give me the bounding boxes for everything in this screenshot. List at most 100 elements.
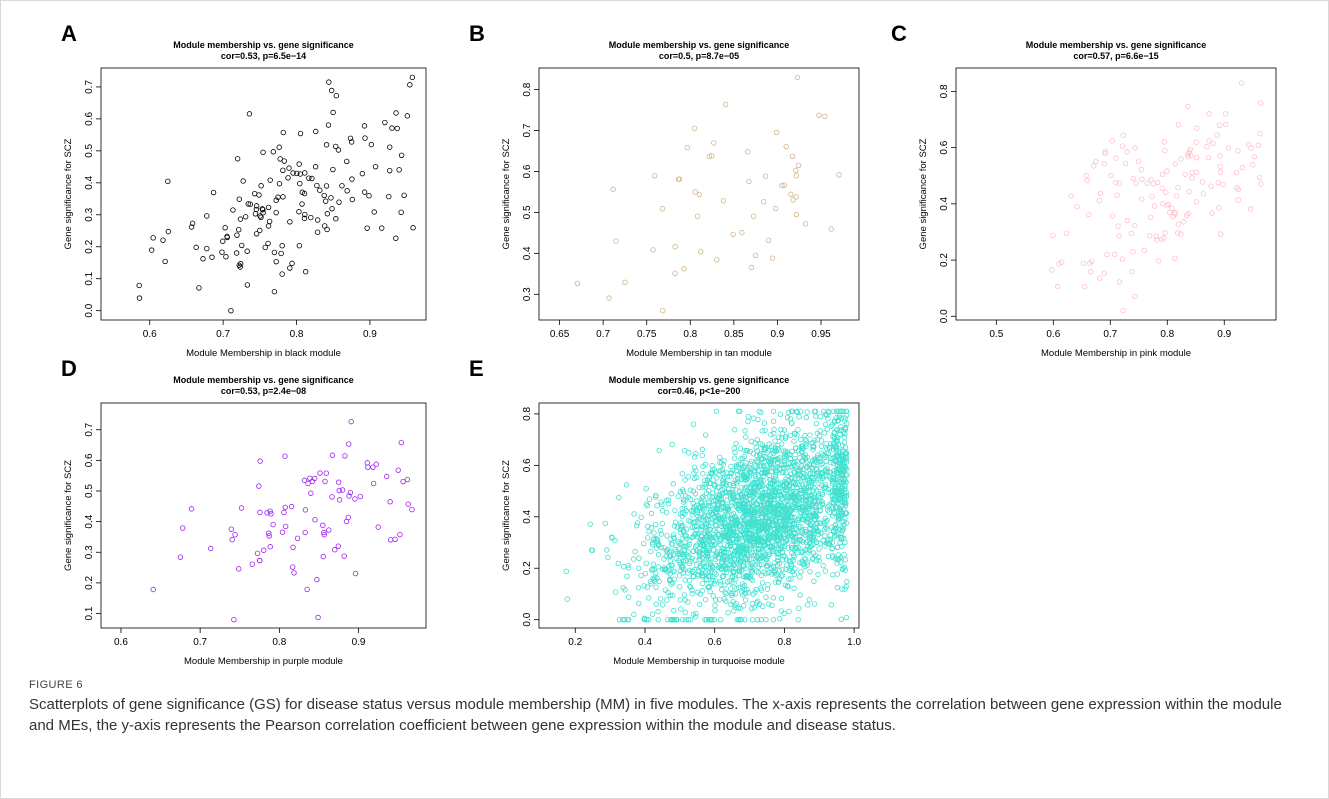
scatter-point bbox=[249, 561, 255, 567]
scatter-point bbox=[362, 135, 368, 141]
y-tick-label: 0.8 bbox=[522, 407, 533, 421]
scatter-point bbox=[330, 109, 336, 116]
scatter-point bbox=[841, 521, 847, 528]
scatter-point bbox=[774, 455, 781, 462]
scatter-point bbox=[645, 535, 651, 541]
scatter-point bbox=[708, 580, 714, 586]
scatter-point bbox=[776, 567, 782, 574]
scatter-point bbox=[734, 529, 740, 536]
scatter-point bbox=[204, 213, 210, 219]
scatter-point bbox=[670, 481, 676, 487]
scatter-point bbox=[322, 198, 329, 204]
scatter-point bbox=[693, 610, 699, 617]
scatter-point bbox=[812, 513, 818, 520]
scatter-point bbox=[759, 546, 766, 552]
scatter-point bbox=[838, 408, 845, 415]
scatter-point bbox=[742, 530, 748, 537]
y-tick-label: 0.4 bbox=[84, 175, 95, 189]
scatter-point bbox=[1093, 158, 1099, 165]
scatter-point bbox=[824, 517, 830, 523]
scatter-point bbox=[667, 558, 674, 564]
scatter-point bbox=[646, 496, 653, 502]
scatter-point bbox=[757, 585, 764, 591]
plot-frame bbox=[538, 67, 860, 321]
scatter-point bbox=[312, 517, 318, 523]
scatter-point bbox=[643, 486, 649, 492]
scatter-point bbox=[379, 225, 385, 231]
scatter-point bbox=[748, 552, 754, 558]
scatter-point bbox=[1185, 103, 1191, 110]
scatter-point bbox=[587, 521, 593, 527]
scatter-point bbox=[690, 548, 696, 555]
scatter-point bbox=[731, 549, 738, 555]
scatter-point bbox=[1185, 210, 1192, 217]
scatter-point bbox=[806, 466, 813, 472]
scatter-point bbox=[797, 455, 803, 461]
scatter-point bbox=[803, 414, 809, 421]
scatter-point bbox=[802, 451, 808, 458]
scatter-point bbox=[835, 476, 841, 483]
scatter-point bbox=[695, 571, 702, 578]
scatter-point bbox=[1172, 161, 1179, 167]
scatter-point bbox=[810, 470, 816, 477]
scatter-point bbox=[744, 587, 750, 593]
scatter-point bbox=[1144, 180, 1151, 186]
scatter-point bbox=[842, 477, 848, 483]
scatter-point bbox=[800, 458, 806, 464]
scatter-point bbox=[329, 494, 335, 500]
scatter-point bbox=[828, 226, 834, 232]
scatter-point bbox=[806, 516, 812, 522]
scatter-point bbox=[302, 529, 308, 536]
scatter-point bbox=[1215, 180, 1221, 186]
scatter-point bbox=[1183, 212, 1190, 219]
scatter-point bbox=[1173, 193, 1180, 199]
scatter-point bbox=[706, 153, 713, 160]
scatter-point bbox=[758, 493, 765, 500]
scatter-point bbox=[811, 601, 818, 607]
scatter-point bbox=[1104, 251, 1110, 258]
scatter-point bbox=[825, 553, 832, 560]
scatter-point bbox=[1180, 219, 1187, 225]
scatter-point bbox=[257, 227, 263, 234]
scatter-point bbox=[1159, 200, 1166, 207]
chart-title: Module membership vs. gene significance bbox=[609, 40, 790, 50]
scatter-point bbox=[645, 523, 651, 530]
y-tick-label: 0.2 bbox=[84, 239, 95, 253]
scatter-point bbox=[797, 436, 804, 443]
figure-caption: FIGURE 6 Scatterplots of gene significan… bbox=[29, 679, 1309, 736]
scatter-point bbox=[796, 517, 802, 523]
scatter-point bbox=[668, 491, 674, 497]
scatter-point bbox=[342, 453, 348, 459]
scatter-point bbox=[776, 492, 782, 498]
scatter-point bbox=[829, 493, 836, 499]
scatter-point bbox=[1087, 268, 1094, 275]
scatter-point bbox=[751, 515, 757, 521]
scatter-point bbox=[694, 562, 700, 568]
scatter-point bbox=[759, 580, 766, 586]
scatter-point bbox=[235, 566, 242, 572]
scatter-point bbox=[831, 499, 837, 506]
scatter-point bbox=[1193, 125, 1200, 131]
scatter-point bbox=[711, 481, 717, 488]
scatter-point bbox=[792, 475, 798, 482]
y-tick-label: 0.1 bbox=[84, 606, 95, 620]
y-axis-label: Gene significance for SCZ bbox=[63, 138, 74, 249]
scatter-point bbox=[666, 563, 672, 569]
scatter-point bbox=[720, 477, 726, 484]
scatter-point bbox=[822, 411, 829, 417]
scatter-point bbox=[188, 506, 195, 512]
scatter-point bbox=[370, 480, 377, 487]
scatter-point bbox=[720, 198, 727, 204]
scatter-point bbox=[722, 589, 728, 595]
scatter-point bbox=[811, 459, 818, 465]
scatter-point bbox=[301, 215, 308, 222]
scatter-point bbox=[700, 463, 706, 470]
scatter-point bbox=[785, 583, 791, 590]
scatter-point bbox=[814, 437, 821, 443]
scatter-point bbox=[1178, 156, 1184, 162]
scatter-point bbox=[1205, 154, 1212, 161]
scatter-point bbox=[638, 514, 644, 520]
x-tick-label: 0.9 bbox=[770, 329, 784, 340]
scatter-point bbox=[702, 484, 708, 490]
